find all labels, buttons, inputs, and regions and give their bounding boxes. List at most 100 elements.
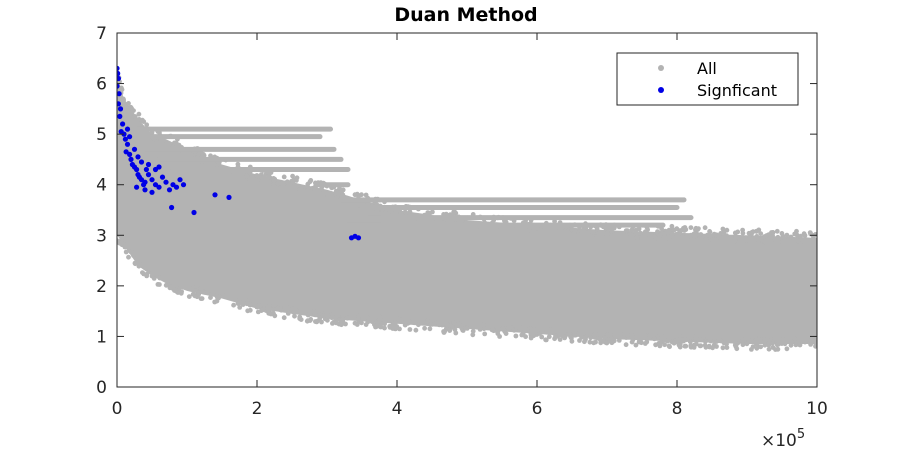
all-point xyxy=(208,295,213,300)
all-point xyxy=(808,342,813,347)
all-point xyxy=(157,282,162,287)
all-point xyxy=(520,325,525,331)
all-point xyxy=(588,335,594,341)
significant-point xyxy=(117,91,122,97)
all-point xyxy=(393,320,398,326)
all-point xyxy=(692,342,697,348)
all-point xyxy=(693,334,699,340)
all-point xyxy=(587,339,593,345)
all-point xyxy=(214,294,220,300)
all-point xyxy=(398,317,404,323)
all-point xyxy=(244,173,250,179)
all-point xyxy=(305,312,311,318)
all-point xyxy=(333,320,339,326)
all-point xyxy=(744,341,750,347)
all-point xyxy=(714,339,719,344)
significant-point xyxy=(122,136,128,142)
all-point xyxy=(702,339,708,344)
all-point xyxy=(198,296,204,301)
significant-point xyxy=(120,121,126,127)
all-point xyxy=(707,229,713,235)
all-point xyxy=(131,108,136,113)
all-point xyxy=(591,230,596,235)
all-point xyxy=(314,319,320,325)
significant-point xyxy=(149,177,155,183)
all-point xyxy=(647,233,653,238)
all-point xyxy=(662,333,668,339)
all-point xyxy=(553,333,558,339)
x-tick-label: 0 xyxy=(112,399,123,419)
all-point xyxy=(329,315,335,321)
legend-marker-all xyxy=(658,65,664,71)
all-point xyxy=(651,234,657,240)
all-point xyxy=(666,343,672,349)
all-point xyxy=(740,338,745,344)
all-point xyxy=(710,345,715,351)
all-point xyxy=(772,236,778,242)
all-point xyxy=(572,230,577,236)
all-point xyxy=(514,325,519,330)
all-point xyxy=(769,230,774,235)
all-point xyxy=(271,307,276,313)
all-point xyxy=(497,334,502,339)
all-point xyxy=(582,339,587,345)
all-point xyxy=(636,226,642,232)
all-point xyxy=(398,210,404,216)
all-point xyxy=(687,339,693,345)
all-point xyxy=(305,181,311,187)
all-point xyxy=(313,183,318,189)
series-all xyxy=(117,63,817,352)
all-point xyxy=(470,328,476,334)
significant-point xyxy=(159,174,166,180)
all-point xyxy=(528,328,534,334)
all-point xyxy=(548,327,553,333)
all-point xyxy=(294,308,299,314)
significant-point xyxy=(117,83,120,89)
all-point xyxy=(158,138,164,144)
svg-text:×105: ×105 xyxy=(761,427,805,450)
all-point xyxy=(642,229,648,235)
all-point xyxy=(749,338,755,344)
all-point xyxy=(268,311,274,317)
all-point xyxy=(452,327,458,332)
all-point xyxy=(784,232,790,238)
all-point xyxy=(387,323,393,329)
all-point xyxy=(557,337,563,342)
significant-point xyxy=(226,194,232,200)
all-point xyxy=(772,336,778,342)
x-multiplier-exponent: 5 xyxy=(797,427,805,442)
all-point xyxy=(413,327,419,333)
all-point xyxy=(319,319,324,325)
all-point xyxy=(425,318,431,324)
all-point xyxy=(537,331,542,336)
all-point xyxy=(117,231,123,237)
axes xyxy=(116,32,818,388)
all-point xyxy=(312,187,318,193)
all-point xyxy=(178,282,184,288)
all-point xyxy=(388,318,394,323)
all-point xyxy=(340,317,346,322)
significant-point xyxy=(156,164,162,170)
significant-point xyxy=(117,75,121,82)
all-point xyxy=(119,85,124,91)
all-point xyxy=(776,341,781,347)
all-point xyxy=(198,286,204,291)
all-point xyxy=(581,330,587,336)
all-point xyxy=(290,173,295,179)
all-point xyxy=(629,339,635,345)
significant-point xyxy=(131,146,138,152)
all-point xyxy=(190,291,196,297)
all-point xyxy=(788,234,794,240)
all-point xyxy=(740,342,746,348)
all-point xyxy=(365,319,371,325)
significant-point xyxy=(177,177,183,183)
all-point xyxy=(403,319,409,325)
all-point xyxy=(470,332,476,338)
all-point xyxy=(494,329,500,334)
all-point xyxy=(312,312,318,318)
significant-point xyxy=(156,184,162,190)
all-point xyxy=(304,188,310,194)
y-axis: 0 1 2 3 4 5 6 7 xyxy=(96,24,817,398)
all-point xyxy=(377,316,383,322)
all-point xyxy=(546,334,552,340)
